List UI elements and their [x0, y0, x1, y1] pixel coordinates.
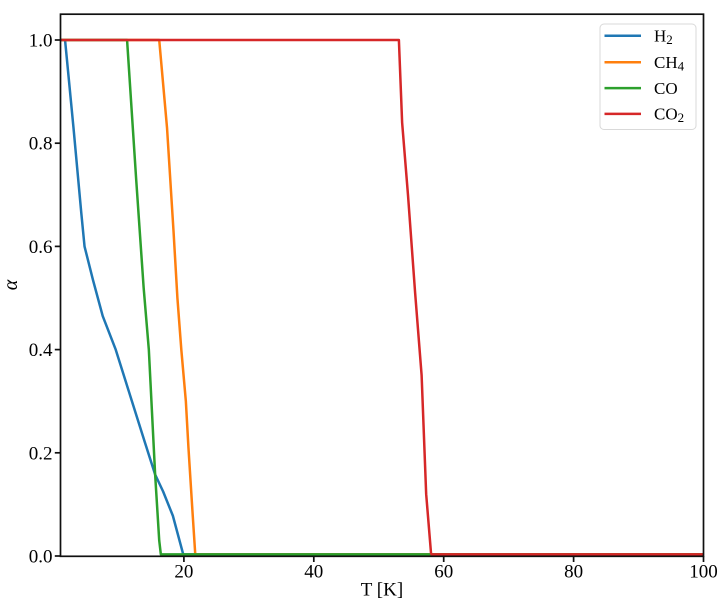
- svg-text:α: α: [0, 279, 22, 290]
- svg-text:0.2: 0.2: [29, 443, 53, 464]
- svg-text:80: 80: [564, 562, 583, 583]
- svg-text:CO: CO: [654, 79, 678, 98]
- svg-text:40: 40: [304, 562, 323, 583]
- svg-text:20: 20: [174, 562, 193, 583]
- svg-text:0.0: 0.0: [29, 547, 53, 568]
- svg-text:T [K]: T [K]: [361, 580, 403, 601]
- svg-text:60: 60: [434, 562, 453, 583]
- svg-text:0.8: 0.8: [29, 134, 53, 155]
- svg-text:0.6: 0.6: [29, 237, 53, 258]
- svg-text:CH4: CH4: [654, 53, 685, 73]
- svg-text:0.4: 0.4: [29, 340, 53, 361]
- svg-text:100: 100: [689, 562, 718, 583]
- svg-text:H2: H2: [654, 27, 673, 47]
- svg-text:CO2: CO2: [654, 105, 684, 125]
- svg-text:1.0: 1.0: [29, 31, 53, 52]
